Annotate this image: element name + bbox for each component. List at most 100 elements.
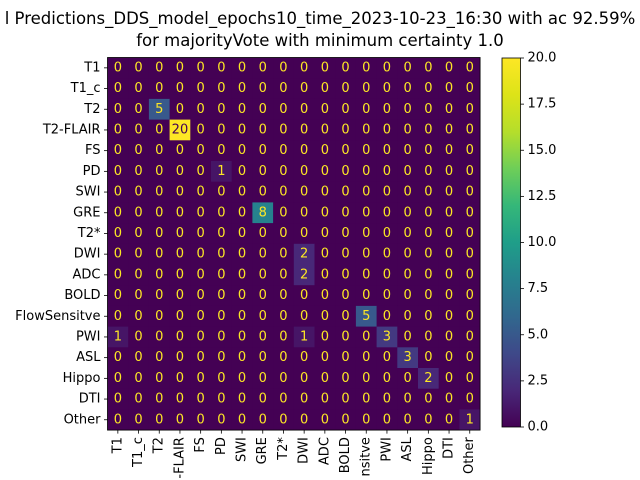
cell-value-label: 0 (362, 143, 370, 158)
y-tick-label: FS (85, 143, 101, 158)
cell-value-label: 0 (197, 371, 205, 386)
cell-value-label: 0 (114, 309, 122, 324)
heatmap-cell (252, 98, 274, 120)
cell-value-label: 0 (155, 288, 163, 303)
cell-value-label: 0 (259, 143, 267, 158)
cell-value-label: 0 (445, 329, 453, 344)
heatmap-cell (148, 243, 170, 265)
heatmap-cell (231, 181, 253, 203)
cell-value-label: 0 (404, 226, 412, 241)
cell-value-label: 3 (383, 329, 391, 344)
cell-value-label: 0 (362, 267, 370, 282)
heatmap-cell (438, 368, 460, 390)
cell-value-label: 0 (279, 122, 287, 137)
heatmap-cell (231, 326, 253, 348)
cell-value-label: 0 (114, 164, 122, 179)
heatmap-cell (190, 368, 212, 390)
heatmap-cell (169, 243, 191, 265)
heatmap-cell (128, 326, 150, 348)
x-tick-label: BOLD (338, 437, 353, 473)
cell-value-label: 0 (300, 288, 308, 303)
cell-value-label: 0 (383, 60, 391, 75)
cell-value-label: 0 (238, 329, 246, 344)
cell-value-label: 0 (279, 392, 287, 407)
cell-value-label: 0 (404, 122, 412, 137)
cell-value-label: 0 (259, 392, 267, 407)
colorbar-tick-label: 15.0 (528, 143, 557, 158)
heatmap-cell (397, 326, 419, 348)
cell-value-label: 0 (466, 185, 474, 200)
heatmap-cell (169, 285, 191, 307)
cell-value-label: 0 (114, 412, 122, 427)
heatmap-cell (231, 368, 253, 390)
cell-value-label: 0 (466, 247, 474, 262)
colorbar-tick-label: 17.5 (528, 97, 557, 112)
cell-value-label: 0 (424, 164, 432, 179)
heatmap-cell (190, 347, 212, 369)
heatmap-cell (355, 347, 377, 369)
colorbar-gradient (502, 58, 521, 427)
heatmap-cell (376, 347, 398, 369)
heatmap-cell (355, 181, 377, 203)
heatmap-cell (459, 57, 481, 79)
cell-value-label: 0 (279, 371, 287, 386)
heatmap-cell (314, 119, 336, 141)
heatmap-cell (418, 140, 440, 162)
heatmap-cell (438, 285, 460, 307)
heatmap-cell (293, 305, 315, 327)
heatmap-cell (211, 98, 233, 120)
y-tick-label: ASL (76, 350, 101, 365)
cell-value-label: 0 (466, 350, 474, 365)
heatmap-cell (273, 326, 295, 348)
cell-value-label: 0 (341, 350, 349, 365)
cell-value-label: 0 (238, 392, 246, 407)
cell-value-label: 0 (445, 185, 453, 200)
cell-value-label: 0 (321, 309, 329, 324)
heatmap-cell (397, 57, 419, 79)
cell-value-label: 0 (466, 309, 474, 324)
cell-value-label: 0 (321, 164, 329, 179)
heatmap-cell (231, 161, 253, 183)
cell-value-label: 0 (259, 329, 267, 344)
heatmap-cell (252, 305, 274, 327)
heatmap-cell (190, 181, 212, 203)
cell-value-label: 0 (466, 267, 474, 282)
heatmap-cell (252, 243, 274, 265)
cell-value-label: 0 (362, 122, 370, 137)
heatmap-cell (148, 368, 170, 390)
cell-value-label: 0 (238, 81, 246, 96)
heatmap-cell (148, 119, 170, 141)
cell-value-label: 0 (362, 412, 370, 427)
cell-value-label: 0 (155, 309, 163, 324)
cell-value-label: 0 (445, 226, 453, 241)
cell-value-label: 0 (362, 164, 370, 179)
cell-value-label: 0 (259, 60, 267, 75)
cell-value-label: 0 (259, 267, 267, 282)
heatmap-cell (335, 181, 357, 203)
cell-value-label: 0 (279, 60, 287, 75)
x-tick-label: SWI (235, 437, 250, 462)
heatmap-cell (293, 347, 315, 369)
cell-value-label: 2 (300, 247, 308, 262)
heatmap-cell (376, 388, 398, 410)
heatmap-cell (273, 264, 295, 286)
heatmap-cell (335, 98, 357, 120)
cell-value-label: 0 (321, 371, 329, 386)
heatmap-cell (231, 202, 253, 224)
cell-value-label: 0 (466, 60, 474, 75)
cell-value-label: 0 (217, 247, 225, 262)
cell-value-label: 0 (155, 392, 163, 407)
cell-value-label: 0 (238, 288, 246, 303)
heatmap-frame (107, 57, 481, 431)
heatmap-cell (314, 140, 336, 162)
heatmap-cell (169, 119, 191, 141)
heatmap-cell (252, 347, 274, 369)
heatmap-cell (211, 264, 233, 286)
cell-value-label: 3 (404, 350, 412, 365)
cell-value-label: 0 (259, 247, 267, 262)
heatmap-cell (273, 409, 295, 431)
cell-value-label: 0 (217, 205, 225, 220)
heatmap-cell (211, 223, 233, 245)
cell-value-label: 0 (279, 81, 287, 96)
x-tick-label: Other (462, 436, 477, 474)
